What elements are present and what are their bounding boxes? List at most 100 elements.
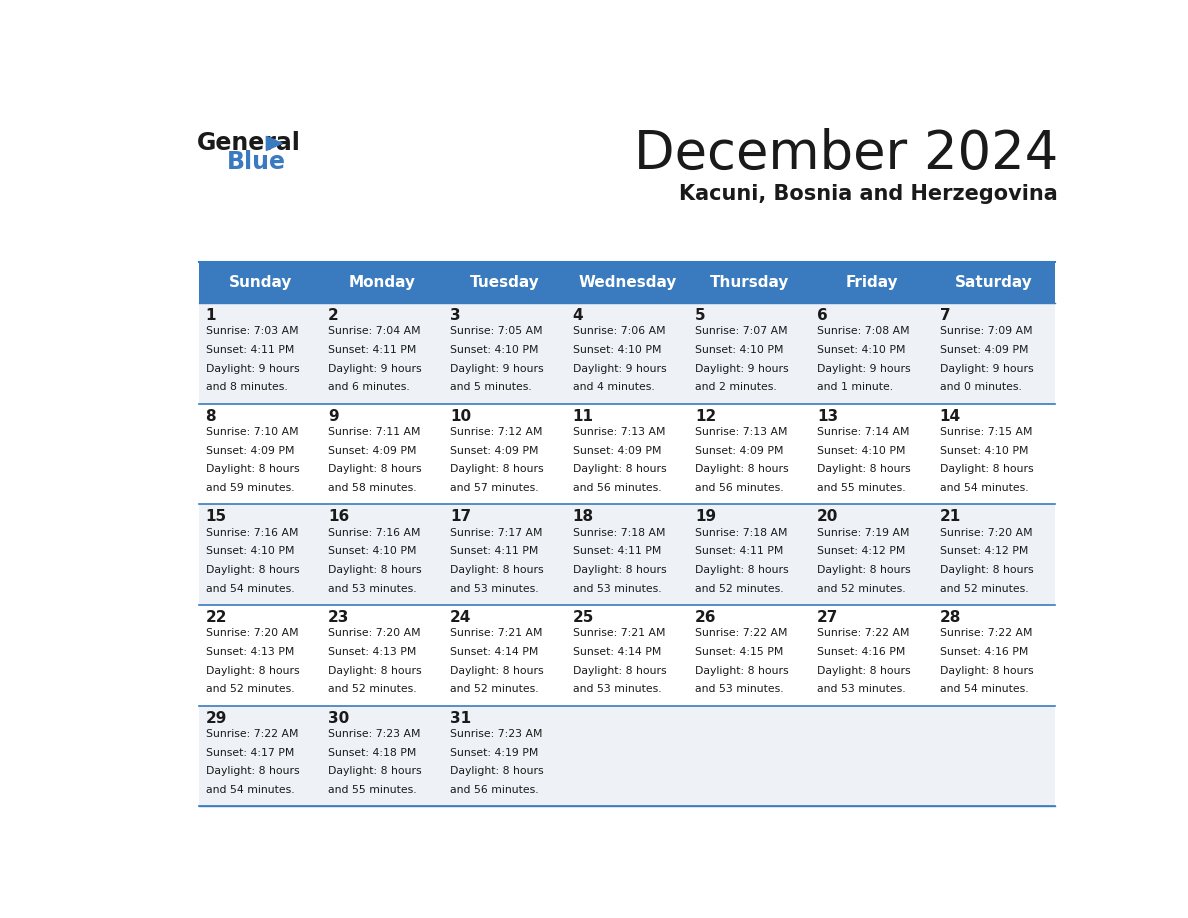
Text: Daylight: 8 hours: Daylight: 8 hours <box>573 666 666 676</box>
Text: Sunset: 4:11 PM: Sunset: 4:11 PM <box>450 546 538 556</box>
Bar <box>933 605 1055 706</box>
Text: and 8 minutes.: and 8 minutes. <box>206 382 287 392</box>
Text: Sunrise: 7:13 AM: Sunrise: 7:13 AM <box>695 427 788 437</box>
Text: Daylight: 8 hours: Daylight: 8 hours <box>695 465 789 475</box>
Bar <box>444 404 567 505</box>
Bar <box>688 404 810 505</box>
Text: Daylight: 8 hours: Daylight: 8 hours <box>817 465 911 475</box>
Text: and 53 minutes.: and 53 minutes. <box>817 684 905 694</box>
Text: Sunrise: 7:20 AM: Sunrise: 7:20 AM <box>940 528 1032 538</box>
Text: Sunset: 4:11 PM: Sunset: 4:11 PM <box>328 345 416 355</box>
Bar <box>933 706 1055 806</box>
Text: and 53 minutes.: and 53 minutes. <box>450 584 539 594</box>
Bar <box>688 263 810 303</box>
Bar <box>322 505 444 605</box>
Text: and 55 minutes.: and 55 minutes. <box>817 483 905 493</box>
Text: General: General <box>196 131 301 155</box>
Text: and 59 minutes.: and 59 minutes. <box>206 483 295 493</box>
Text: Sunset: 4:19 PM: Sunset: 4:19 PM <box>450 747 538 757</box>
Bar <box>933 263 1055 303</box>
Text: Daylight: 8 hours: Daylight: 8 hours <box>206 565 299 575</box>
Bar <box>322 404 444 505</box>
Text: Sunset: 4:16 PM: Sunset: 4:16 PM <box>817 647 905 657</box>
Text: Kacuni, Bosnia and Herzegovina: Kacuni, Bosnia and Herzegovina <box>680 185 1059 205</box>
Bar <box>200 505 322 605</box>
Text: Sunrise: 7:13 AM: Sunrise: 7:13 AM <box>573 427 665 437</box>
Text: and 2 minutes.: and 2 minutes. <box>695 382 777 392</box>
Text: 31: 31 <box>450 711 472 726</box>
Text: Monday: Monday <box>349 275 416 290</box>
Bar <box>810 605 933 706</box>
Text: Sunset: 4:09 PM: Sunset: 4:09 PM <box>328 446 417 455</box>
Text: Sunrise: 7:10 AM: Sunrise: 7:10 AM <box>206 427 298 437</box>
Text: Sunrise: 7:09 AM: Sunrise: 7:09 AM <box>940 327 1032 337</box>
Text: Sunrise: 7:15 AM: Sunrise: 7:15 AM <box>940 427 1032 437</box>
Bar <box>688 505 810 605</box>
Text: 22: 22 <box>206 610 227 625</box>
Text: 5: 5 <box>695 308 706 323</box>
Text: 11: 11 <box>573 409 594 424</box>
Text: Daylight: 9 hours: Daylight: 9 hours <box>695 364 789 374</box>
Text: Sunrise: 7:20 AM: Sunrise: 7:20 AM <box>328 629 421 638</box>
Text: and 0 minutes.: and 0 minutes. <box>940 382 1022 392</box>
Text: Sunset: 4:17 PM: Sunset: 4:17 PM <box>206 747 293 757</box>
Text: Daylight: 8 hours: Daylight: 8 hours <box>328 666 422 676</box>
Text: Sunrise: 7:07 AM: Sunrise: 7:07 AM <box>695 327 788 337</box>
Text: and 56 minutes.: and 56 minutes. <box>450 785 539 795</box>
Text: 6: 6 <box>817 308 828 323</box>
Text: Daylight: 8 hours: Daylight: 8 hours <box>450 465 544 475</box>
Text: and 54 minutes.: and 54 minutes. <box>940 483 1028 493</box>
Text: 1: 1 <box>206 308 216 323</box>
Text: Sunrise: 7:11 AM: Sunrise: 7:11 AM <box>328 427 421 437</box>
Text: Sunrise: 7:21 AM: Sunrise: 7:21 AM <box>450 629 543 638</box>
Bar <box>933 404 1055 505</box>
Text: and 55 minutes.: and 55 minutes. <box>328 785 417 795</box>
Text: Daylight: 8 hours: Daylight: 8 hours <box>206 767 299 777</box>
Text: Sunset: 4:09 PM: Sunset: 4:09 PM <box>450 446 538 455</box>
Bar <box>688 605 810 706</box>
Bar <box>200 404 322 505</box>
Bar <box>322 706 444 806</box>
Bar <box>567 605 688 706</box>
Text: Sunrise: 7:14 AM: Sunrise: 7:14 AM <box>817 427 910 437</box>
Text: Sunset: 4:15 PM: Sunset: 4:15 PM <box>695 647 783 657</box>
Bar <box>200 706 322 806</box>
Text: Sunrise: 7:22 AM: Sunrise: 7:22 AM <box>695 629 788 638</box>
Bar <box>567 263 688 303</box>
Text: Sunrise: 7:18 AM: Sunrise: 7:18 AM <box>573 528 665 538</box>
Text: and 56 minutes.: and 56 minutes. <box>573 483 662 493</box>
Text: Daylight: 8 hours: Daylight: 8 hours <box>940 465 1034 475</box>
Bar <box>567 303 688 404</box>
Text: 2: 2 <box>328 308 339 323</box>
Text: and 53 minutes.: and 53 minutes. <box>573 584 662 594</box>
Text: and 52 minutes.: and 52 minutes. <box>695 584 784 594</box>
Text: and 56 minutes.: and 56 minutes. <box>695 483 784 493</box>
Text: Daylight: 8 hours: Daylight: 8 hours <box>450 666 544 676</box>
Text: 14: 14 <box>940 409 961 424</box>
Text: Sunset: 4:13 PM: Sunset: 4:13 PM <box>328 647 416 657</box>
Text: Daylight: 8 hours: Daylight: 8 hours <box>817 666 911 676</box>
Text: Sunset: 4:10 PM: Sunset: 4:10 PM <box>695 345 783 355</box>
Text: and 1 minute.: and 1 minute. <box>817 382 893 392</box>
Text: Sunset: 4:12 PM: Sunset: 4:12 PM <box>940 546 1028 556</box>
Text: Sunrise: 7:22 AM: Sunrise: 7:22 AM <box>206 729 298 739</box>
Text: and 6 minutes.: and 6 minutes. <box>328 382 410 392</box>
Bar <box>322 605 444 706</box>
Text: and 54 minutes.: and 54 minutes. <box>206 785 295 795</box>
Text: Sunset: 4:10 PM: Sunset: 4:10 PM <box>573 345 661 355</box>
Text: Sunrise: 7:16 AM: Sunrise: 7:16 AM <box>328 528 421 538</box>
Text: Sunrise: 7:20 AM: Sunrise: 7:20 AM <box>206 629 298 638</box>
Text: Saturday: Saturday <box>955 275 1034 290</box>
Bar <box>322 303 444 404</box>
Text: Sunset: 4:09 PM: Sunset: 4:09 PM <box>940 345 1028 355</box>
Text: Sunrise: 7:17 AM: Sunrise: 7:17 AM <box>450 528 543 538</box>
Text: and 52 minutes.: and 52 minutes. <box>940 584 1028 594</box>
Text: 12: 12 <box>695 409 716 424</box>
Text: Daylight: 9 hours: Daylight: 9 hours <box>940 364 1034 374</box>
Text: Daylight: 8 hours: Daylight: 8 hours <box>695 666 789 676</box>
Text: and 52 minutes.: and 52 minutes. <box>328 684 417 694</box>
Text: 25: 25 <box>573 610 594 625</box>
Text: Daylight: 9 hours: Daylight: 9 hours <box>450 364 544 374</box>
Text: Sunrise: 7:21 AM: Sunrise: 7:21 AM <box>573 629 665 638</box>
Text: Wednesday: Wednesday <box>579 275 676 290</box>
